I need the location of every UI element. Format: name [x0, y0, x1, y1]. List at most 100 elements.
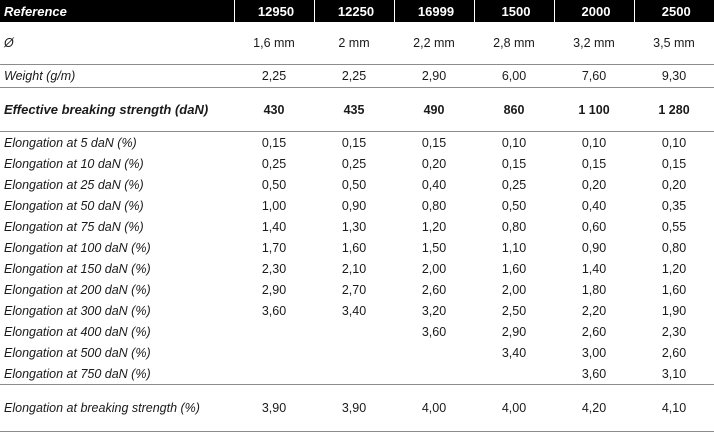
elongation-row: Elongation at 200 daN (%) 2,90 2,70 2,60… — [0, 279, 714, 300]
table-cell: 0,25 — [341, 156, 367, 171]
table-cell: 0,50 — [501, 198, 527, 213]
table-cell: 4,20 — [554, 384, 634, 432]
table-cell: 2 mm — [338, 36, 370, 50]
table-cell: 0,15 — [314, 131, 394, 153]
elongation-row: Elongation at 300 daN (%) 3,60 3,40 3,20… — [0, 300, 714, 321]
table-cell — [234, 321, 314, 342]
table-cell: 3,40 — [501, 345, 527, 360]
table-cell: 3,90 — [234, 384, 314, 432]
table-cell: 0,80 — [661, 240, 687, 255]
table-cell — [394, 342, 474, 363]
reference-header: 12950 — [234, 0, 315, 22]
table-cell: 1,90 — [661, 303, 687, 318]
table-cell: 2,25 — [314, 64, 394, 88]
table-cell: 0,10 — [474, 131, 554, 153]
row-label: Effective breaking strength (daN) — [0, 87, 234, 132]
table-cell: 2,10 — [341, 261, 367, 276]
row-label: Elongation at breaking strength (%) — [0, 384, 234, 432]
table-cell: 2,90 — [261, 282, 287, 297]
row-label: Elongation at 75 daN (%) — [4, 219, 144, 234]
row-label: Elongation at 100 daN (%) — [4, 240, 151, 255]
table-cell: 0,15 — [394, 131, 474, 153]
table-cell: 3,10 — [661, 366, 687, 381]
table-cell: 2,30 — [261, 261, 287, 276]
reference-header: 2500 — [634, 0, 714, 22]
table-cell: 1 280 — [634, 87, 714, 132]
table-cell: 0,80 — [501, 219, 527, 234]
table-cell — [234, 342, 314, 363]
table-cell: 0,20 — [421, 156, 447, 171]
row-label: Elongation at 25 daN (%) — [4, 177, 144, 192]
table-cell: 2,60 — [421, 282, 447, 297]
reference-header: 1500 — [474, 0, 555, 22]
elongation-row: Elongation at 750 daN (%) 3,60 3,10 — [0, 363, 714, 385]
table-cell: 1,70 — [261, 240, 287, 255]
table-cell: 0,35 — [661, 198, 687, 213]
table-cell: 7,60 — [554, 64, 634, 88]
table-cell: 1,10 — [501, 240, 527, 255]
header-label: Reference — [0, 0, 235, 22]
table-cell: 860 — [474, 87, 554, 132]
reference-header: 2000 — [554, 0, 635, 22]
table-cell: 3,60 — [581, 366, 607, 381]
table-cell: 2,90 — [394, 64, 474, 88]
elongation-row: Elongation at 400 daN (%) 3,60 2,90 2,60… — [0, 321, 714, 342]
table-cell: 1,80 — [581, 282, 607, 297]
table-cell: 1,60 — [341, 240, 367, 255]
table-cell: 9,30 — [634, 64, 714, 88]
reference-header: 12250 — [314, 0, 395, 22]
elongation-breaking-row: Elongation at breaking strength (%) 3,90… — [0, 384, 714, 432]
table-cell: 2,20 — [581, 303, 607, 318]
table-cell: 0,15 — [501, 156, 527, 171]
table-cell: 3,90 — [314, 384, 394, 432]
row-label: Elongation at 50 daN (%) — [4, 198, 144, 213]
table-cell: 3,60 — [261, 303, 287, 318]
table-cell: 430 — [234, 87, 314, 132]
elongation-row: Elongation at 150 daN (%) 2,30 2,10 2,00… — [0, 258, 714, 279]
table-cell: 2,2 mm — [413, 36, 455, 50]
row-label: Elongation at 750 daN (%) — [4, 366, 151, 381]
header-row: Reference 12950 12250 16999 1500 2000 25… — [0, 0, 714, 22]
table-cell — [394, 363, 474, 385]
table-cell: 3,60 — [421, 324, 447, 339]
elongation-row: Elongation at 5 daN (%) 0,15 0,15 0,15 0… — [0, 131, 714, 153]
row-label: Elongation at 10 daN (%) — [4, 156, 144, 171]
table-cell: 0,55 — [661, 219, 687, 234]
elongation-row: Elongation at 25 daN (%) 0,50 0,50 0,40 … — [0, 174, 714, 195]
elongation-row: Elongation at 100 daN (%) 1,70 1,60 1,50… — [0, 237, 714, 258]
table-cell: 2,60 — [581, 324, 607, 339]
table-cell: 2,60 — [661, 345, 687, 360]
table-cell: 0,40 — [421, 177, 447, 192]
table-cell: 1,50 — [421, 240, 447, 255]
row-label: Elongation at 150 daN (%) — [4, 261, 151, 276]
table-cell: 1,00 — [261, 198, 287, 213]
table-cell — [314, 342, 394, 363]
reference-header: 16999 — [394, 0, 475, 22]
elongation-row: Elongation at 50 daN (%) 1,00 0,90 0,80 … — [0, 195, 714, 216]
table-cell: 1,60 — [661, 282, 687, 297]
elongation-row: Elongation at 75 daN (%) 1,40 1,30 1,20 … — [0, 216, 714, 237]
table-cell: 0,10 — [554, 131, 634, 153]
table-cell: 0,15 — [581, 156, 607, 171]
table-cell: 0,90 — [581, 240, 607, 255]
table-cell: 0,50 — [341, 177, 367, 192]
table-cell: 4,00 — [394, 384, 474, 432]
table-cell: 2,00 — [421, 261, 447, 276]
table-cell: 2,50 — [501, 303, 527, 318]
row-label: Weight (g/m) — [0, 64, 234, 88]
table-cell: 0,15 — [661, 156, 687, 171]
table-cell: 1,60 — [501, 261, 527, 276]
table-cell: 435 — [314, 87, 394, 132]
table-cell — [314, 363, 394, 385]
row-label: Elongation at 300 daN (%) — [4, 303, 151, 318]
row-label: Elongation at 200 daN (%) — [4, 282, 151, 297]
table-cell: 2,8 mm — [493, 36, 535, 50]
table-cell: 4,10 — [634, 384, 714, 432]
table-cell: 0,80 — [421, 198, 447, 213]
row-label: Ø — [4, 36, 14, 50]
table-cell: 0,60 — [581, 219, 607, 234]
table-cell — [234, 363, 314, 385]
elongation-row: Elongation at 500 daN (%) 3,40 3,00 2,60 — [0, 342, 714, 363]
table-cell: 2,25 — [234, 64, 314, 88]
table-cell: 2,00 — [501, 282, 527, 297]
